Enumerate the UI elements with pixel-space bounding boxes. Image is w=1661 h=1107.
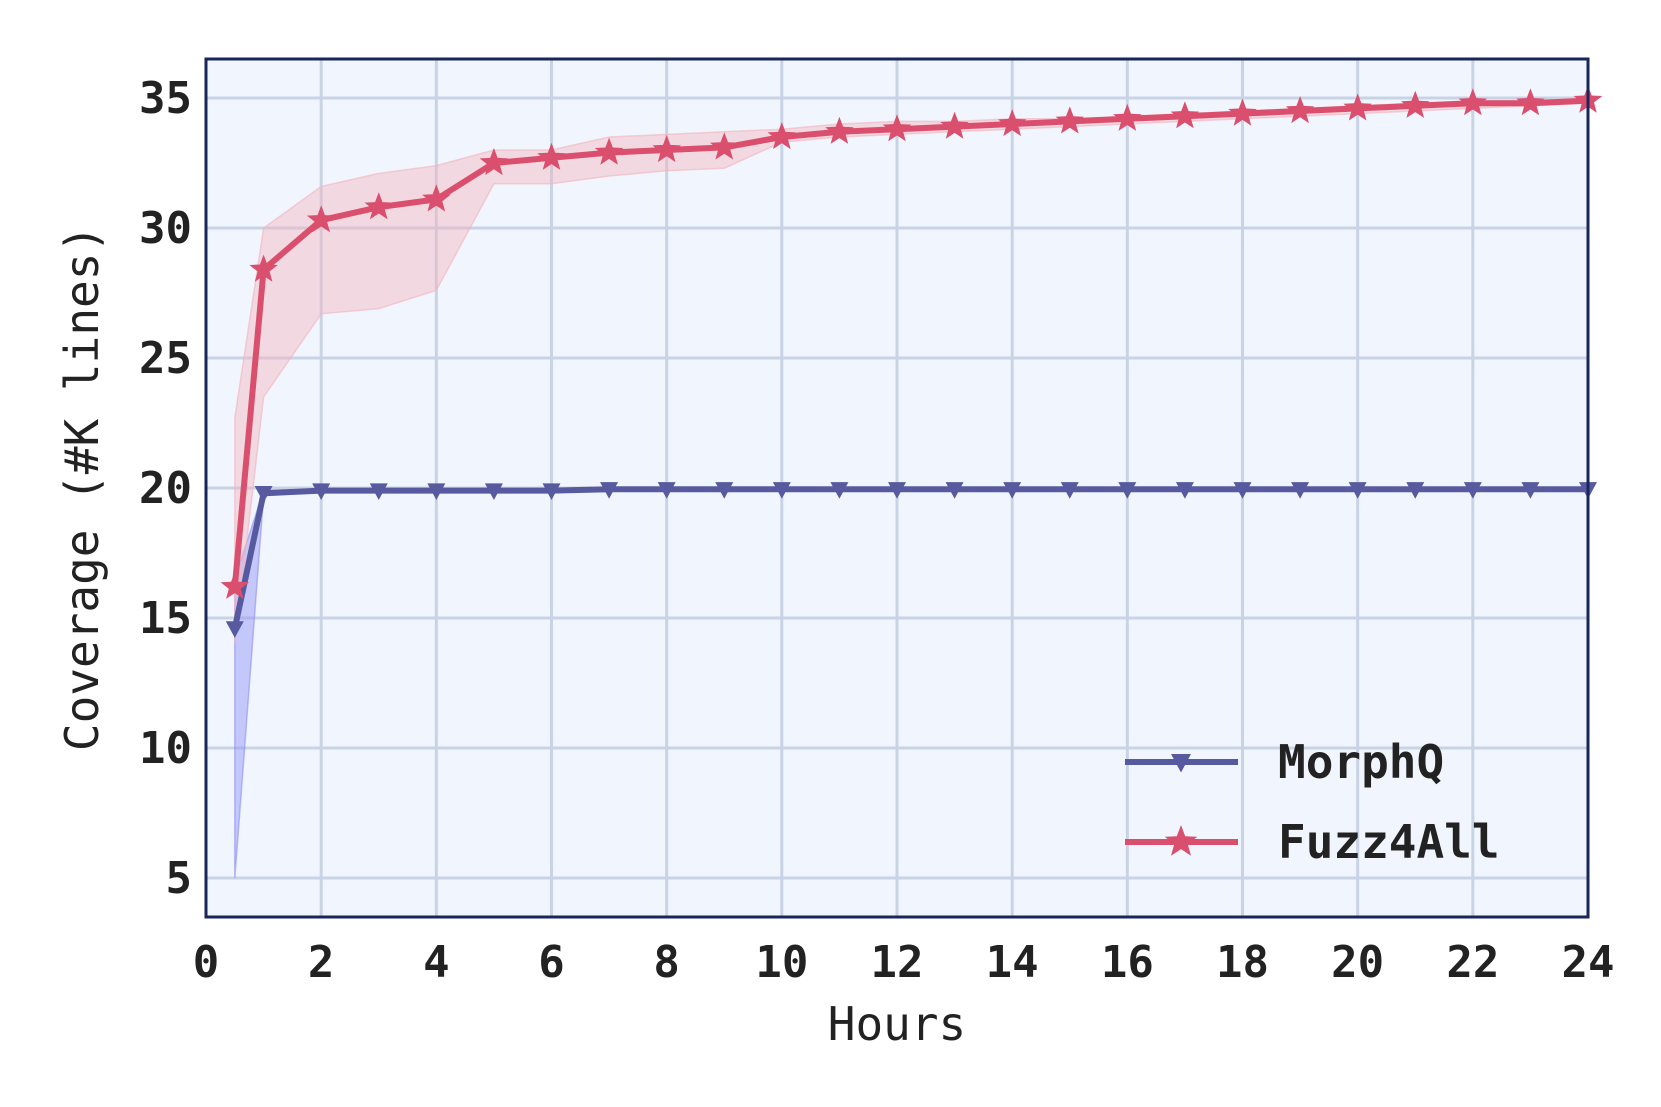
marker-fuzz4all (537, 142, 566, 170)
y-tick-label: 20 (139, 463, 192, 514)
marker-fuzz4all (1170, 101, 1200, 129)
marker-morphq (542, 483, 561, 501)
x-tick-label: 0 (193, 937, 220, 988)
x-tick-labels: 0 2 4 6 8 10 12 14 16 18 20 22 24 (193, 937, 1615, 988)
y-tick-label: 30 (139, 203, 192, 254)
legend-marker-morphq (1171, 754, 1191, 773)
marker-morphq (945, 482, 964, 499)
legend-label-fuzz4all: Fuzz4All (1278, 815, 1500, 869)
y-tick-labels: 5 10 15 20 25 30 35 (139, 73, 192, 904)
y-tick-label: 15 (139, 593, 192, 644)
marker-morphq (1521, 482, 1540, 499)
x-tick-label: 2 (308, 937, 335, 988)
marker-fuzz4all (1055, 106, 1084, 134)
marker-fuzz4all (249, 254, 278, 282)
x-tick-label: 14 (986, 937, 1039, 988)
marker-morphq (427, 483, 446, 501)
marker-fuzz4all (825, 116, 854, 144)
marker-fuzz4all (940, 111, 969, 139)
marker-fuzz4all (1458, 88, 1488, 116)
marker-morphq (600, 482, 619, 499)
marker-morphq (1291, 482, 1310, 499)
marker-morphq (1060, 482, 1079, 499)
x-tick-label: 8 (653, 937, 680, 988)
marker-morphq (1406, 482, 1425, 499)
marker-fuzz4all (997, 109, 1027, 137)
legend-marker-fuzz4all (1164, 825, 1198, 856)
marker-fuzz4all (594, 137, 624, 165)
marker-morphq (1118, 482, 1137, 499)
marker-morphq (1463, 482, 1482, 499)
marker-fuzz4all (1401, 90, 1430, 118)
marker-fuzz4all (710, 132, 739, 160)
legend-label-morphq: MorphQ (1278, 735, 1444, 789)
marker-fuzz4all (306, 205, 336, 233)
y-axis-title: Coverage (#K lines) (55, 225, 109, 751)
x-axis-title: Hours (828, 997, 966, 1051)
y-tick-label: 35 (139, 73, 192, 124)
plot-frame (204, 57, 1590, 919)
marker-fuzz4all (1343, 93, 1372, 121)
marker-morphq (830, 482, 849, 499)
y-tick-label: 25 (139, 333, 192, 384)
x-tick-label: 6 (538, 937, 565, 988)
marker-morphq (888, 482, 906, 499)
x-tick-label: 18 (1216, 937, 1269, 988)
marker-fuzz4all (1285, 96, 1315, 124)
marker-morphq (1003, 482, 1022, 499)
marker-morphq (225, 621, 244, 638)
marker-fuzz4all (1516, 88, 1545, 116)
y-tick-label: 10 (139, 723, 192, 774)
marker-morphq (657, 482, 676, 499)
x-tick-label: 4 (423, 937, 450, 988)
marker-morphq (715, 482, 734, 499)
marker-fuzz4all (1228, 98, 1257, 126)
marker-morphq (772, 482, 791, 499)
legend: MorphQ Fuzz4All (1125, 735, 1500, 869)
marker-fuzz4all (220, 571, 250, 599)
marker-morphq (1175, 482, 1194, 499)
marker-fuzz4all (1113, 103, 1142, 131)
marker-morphq (312, 483, 331, 501)
x-tick-label: 22 (1446, 937, 1499, 988)
x-tick-label: 10 (755, 937, 808, 988)
marker-fuzz4all (479, 148, 509, 176)
x-tick-label: 24 (1562, 937, 1615, 988)
marker-morphq (254, 486, 273, 503)
y-tick-label: 5 (166, 853, 193, 904)
marker-morphq (369, 483, 388, 501)
x-tick-label: 16 (1101, 937, 1154, 988)
marker-fuzz4all (767, 122, 797, 150)
marker-morphq (484, 483, 503, 501)
marker-fuzz4all (422, 184, 451, 212)
marker-fuzz4all (652, 135, 681, 163)
marker-morphq (1233, 482, 1252, 499)
marker-fuzz4all (364, 192, 393, 220)
marker-fuzz4all (882, 114, 912, 142)
x-tick-label: 20 (1331, 937, 1384, 988)
marker-morphq (1348, 482, 1367, 499)
x-tick-label: 12 (871, 937, 924, 988)
